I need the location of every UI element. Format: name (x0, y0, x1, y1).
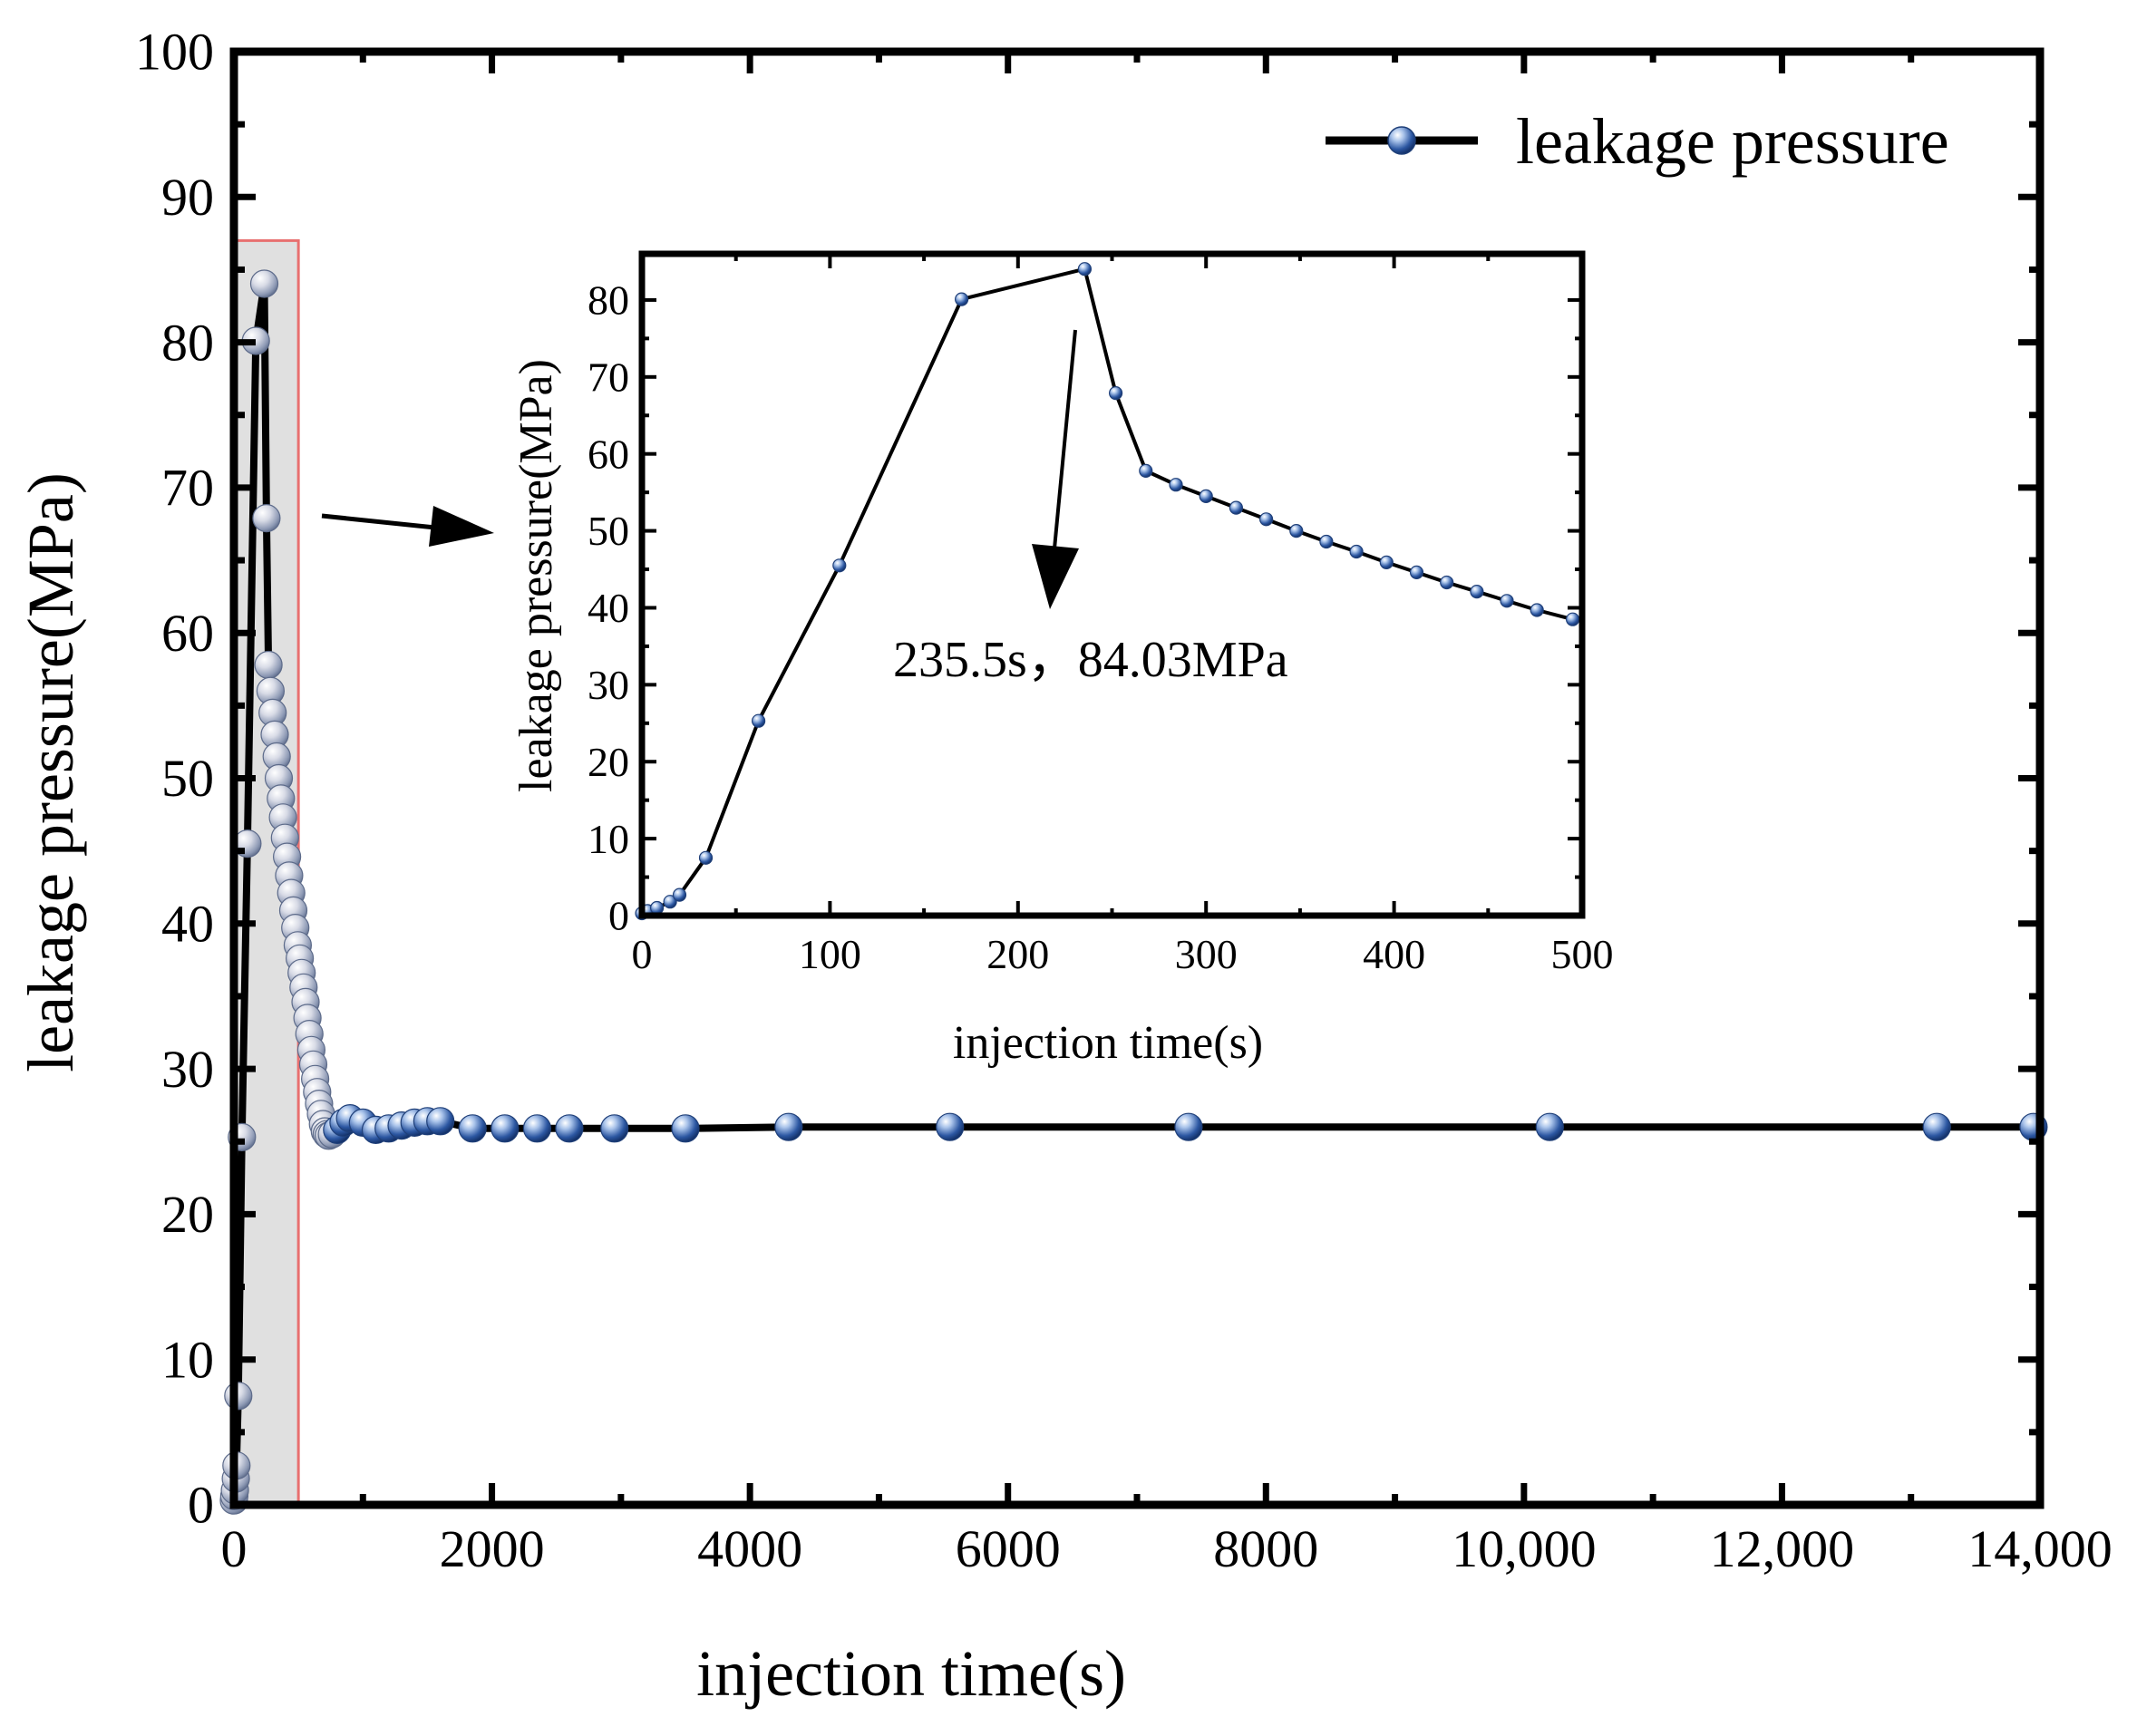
inset-data-point (1319, 534, 1334, 549)
inset-y-tick-label: 70 (588, 354, 629, 400)
main-data-point (936, 1112, 965, 1141)
main-data-point (1922, 1112, 1951, 1141)
main-y-tick-label: 30 (161, 1040, 214, 1099)
legend: leakage pressure (1326, 105, 1949, 178)
inset-y-axis-label: leakage pressure(MPa) (510, 359, 562, 792)
inset-x-tick-label: 100 (799, 931, 861, 977)
main-data-point (252, 503, 281, 533)
inset-series-leakage-pressure (635, 262, 1580, 921)
inset-y-tick-label: 50 (588, 508, 629, 554)
main-data-point (426, 1107, 455, 1136)
main-x-tick-label: 10,000 (1452, 1519, 1597, 1578)
inset-y-axis: 0 10 20 30 40 50 60 70 80 (588, 277, 1582, 939)
inset-x-tick-label: 200 (986, 931, 1049, 977)
main-y-tick-label: 0 (188, 1476, 214, 1535)
inset-chart: 0 100 200 300 400 500 0 10 20 30 40 50 60 70 80 injec… (510, 250, 1614, 1069)
main-y-tick-label: 50 (161, 749, 214, 808)
legend-marker (1387, 126, 1416, 155)
peak-annotation-label: 235.5s，84.03MPa (893, 632, 1288, 688)
inset-y-tick-label: 10 (588, 816, 629, 862)
zoom-arrow-shaft (321, 513, 436, 530)
inset-x-tick-label: 300 (1175, 931, 1238, 977)
main-data-point (600, 1114, 629, 1143)
inset-data-point (1139, 463, 1153, 479)
main-data-point (224, 1382, 253, 1411)
inset-data-point (1229, 500, 1244, 515)
inset-data-point (751, 713, 766, 728)
inset-data-point (1440, 575, 1454, 590)
inset-data-point (1379, 555, 1394, 570)
main-x-tick-label: 14,000 (1967, 1519, 2113, 1578)
inset-x-axis-label: injection time(s) (953, 1017, 1263, 1069)
inset-data-point (698, 850, 714, 865)
main-data-point (774, 1112, 803, 1141)
inset-data-point (1169, 478, 1183, 492)
inset-y-tick-label: 80 (588, 277, 629, 324)
inset-y-tick-label: 30 (588, 662, 629, 708)
main-series-leakage-pressure (219, 269, 2048, 1515)
inset-data-point (1349, 544, 1364, 559)
main-data-point (458, 1114, 487, 1143)
inset-data-point (1409, 565, 1424, 580)
inset-data-point (1470, 584, 1484, 599)
main-y-tick-label: 100 (135, 23, 214, 82)
main-x-tick-label: 12,000 (1710, 1519, 1855, 1578)
main-y-tick-label: 10 (161, 1330, 214, 1389)
main-x-tick-label: 8000 (1213, 1519, 1318, 1578)
main-y-tick-label: 80 (161, 313, 214, 372)
inset-data-point (672, 887, 687, 902)
peak-annotation-arrow-head (1032, 544, 1079, 609)
main-data-point (249, 269, 279, 298)
inset-background (642, 254, 1585, 916)
inset-data-point (832, 558, 847, 573)
legend-label: leakage pressure (1516, 105, 1949, 178)
inset-y-tick-label: 60 (588, 431, 629, 477)
inset-x-tick-label: 500 (1551, 931, 1614, 977)
inset-data-point (663, 895, 677, 909)
main-data-point (254, 650, 283, 680)
inset-data-point (1289, 523, 1304, 538)
main-data-point (1174, 1112, 1203, 1141)
main-data-point (522, 1114, 552, 1143)
inset-data-point (1530, 603, 1544, 617)
main-x-axis-label: injection time(s) (696, 1637, 1126, 1710)
inset-data-point (1258, 512, 1274, 527)
main-x-axis: 0 2000 4000 6000 8000 10,000 12,000 14,000 (221, 52, 2113, 1578)
inset-data-point (1199, 489, 1213, 504)
main-chart: 0 2000 4000 6000 8000 10,000 12,000 14,000 0102… (15, 23, 2113, 1710)
inset-y-tick-label: 0 (608, 893, 629, 939)
main-x-tick-label: 2000 (440, 1519, 545, 1578)
inset-x-tick-label: 0 (632, 931, 653, 977)
main-data-point (1535, 1112, 1564, 1141)
inset-data-point (1565, 612, 1580, 626)
main-x-tick-label: 0 (221, 1519, 248, 1578)
inset-data-point (1077, 262, 1093, 276)
inset-data-point (1500, 594, 1514, 608)
inset-x-axis: 0 100 200 300 400 500 (632, 254, 1614, 977)
main-x-tick-label: 4000 (697, 1519, 802, 1578)
main-y-axis-label: leakage pressure(MPa) (15, 472, 87, 1072)
main-y-tick-label: 90 (161, 168, 214, 227)
main-y-tick-label: 40 (161, 895, 214, 954)
inset-data-point (1108, 386, 1123, 401)
main-data-point (555, 1114, 584, 1143)
inset-y-tick-label: 20 (588, 739, 629, 785)
main-y-tick-label: 70 (161, 459, 214, 518)
main-data-point (491, 1114, 520, 1143)
main-x-tick-label: 6000 (956, 1519, 1061, 1578)
peak-annotation: 235.5s，84.03MPa (893, 329, 1288, 688)
zoom-arrow-head (429, 506, 494, 547)
inset-y-tick-label: 40 (588, 585, 629, 631)
main-y-tick-label: 20 (161, 1185, 214, 1244)
inset-data-point (649, 900, 665, 916)
main-y-tick-label: 60 (161, 604, 214, 663)
inset-x-tick-label: 400 (1363, 931, 1425, 977)
inset-data-point (954, 292, 969, 306)
peak-annotation-arrow-shaft (1053, 329, 1077, 549)
zoom-arrow (321, 506, 494, 547)
main-data-point (671, 1114, 700, 1143)
